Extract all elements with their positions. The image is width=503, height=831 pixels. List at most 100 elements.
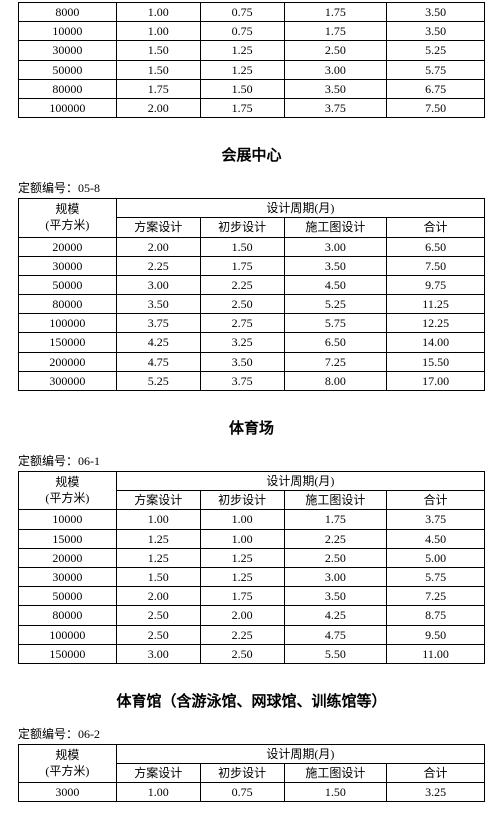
table-cell: 20000: [19, 548, 117, 567]
table-cell: 8000: [19, 3, 117, 22]
table-row: 1000003.752.755.7512.25: [19, 314, 485, 333]
table-row: 800002.502.004.258.75: [19, 606, 485, 625]
table-cell: 14.00: [387, 333, 485, 352]
table-cell: 4.75: [284, 625, 387, 644]
table-cell: 1.50: [200, 79, 284, 98]
table-cell: 30000: [19, 567, 117, 586]
header-col-a: 方案设计: [116, 218, 200, 237]
table-cell: 1.00: [200, 529, 284, 548]
table-cell: 3.00: [284, 60, 387, 79]
table-row: 30001.000.751.503.25: [19, 783, 485, 802]
table-cell: 6.75: [387, 79, 485, 98]
table-cell: 100000: [19, 98, 117, 117]
table-cell: 5.75: [387, 567, 485, 586]
table-cell: 7.25: [387, 587, 485, 606]
top-fragment-table: 80001.000.751.753.50100001.000.751.753.5…: [18, 2, 485, 118]
table-cell: 1.00: [116, 22, 200, 41]
table-cell: 4.25: [284, 606, 387, 625]
header-period: 设计周期(月): [116, 472, 484, 491]
table-cell: 150000: [19, 644, 117, 663]
table-cell: 1.75: [284, 22, 387, 41]
table-cell: 4.50: [387, 529, 485, 548]
quota-label: 定额编号：06-2: [18, 725, 485, 742]
header-col-d: 合计: [387, 764, 485, 783]
table-row: 800003.502.505.2511.25: [19, 295, 485, 314]
table-cell: 1.75: [200, 98, 284, 117]
table-row: 800001.751.503.506.75: [19, 79, 485, 98]
table-row: 150001.251.002.254.50: [19, 529, 485, 548]
section-title: 体育馆（含游泳馆、网球馆、训练馆等）: [18, 690, 485, 711]
table-row: 300001.501.253.005.75: [19, 567, 485, 586]
table-cell: 2.50: [200, 644, 284, 663]
table-cell: 80000: [19, 606, 117, 625]
table-cell: 12.25: [387, 314, 485, 333]
table-cell: 8.00: [284, 371, 387, 390]
table-cell: 20000: [19, 237, 117, 256]
table-cell: 10000: [19, 22, 117, 41]
table-cell: 2.50: [116, 606, 200, 625]
table-cell: 5.00: [387, 548, 485, 567]
table-row: 200002.001.503.006.50: [19, 237, 485, 256]
table-cell: 9.50: [387, 625, 485, 644]
table-cell: 3.25: [387, 783, 485, 802]
table-cell: 3.00: [284, 567, 387, 586]
table-cell: 100000: [19, 625, 117, 644]
table-cell: 1.50: [116, 41, 200, 60]
table-row: 1000002.001.753.757.50: [19, 98, 485, 117]
table-row: 100001.001.001.753.75: [19, 510, 485, 529]
table-cell: 2.25: [116, 256, 200, 275]
table-cell: 5.25: [116, 371, 200, 390]
table-cell: 1.00: [116, 3, 200, 22]
table-cell: 7.50: [387, 256, 485, 275]
table-cell: 2.75: [200, 314, 284, 333]
table-cell: 15000: [19, 529, 117, 548]
quota-label: 定额编号：06-1: [18, 452, 485, 469]
table-row: 200001.251.252.505.00: [19, 548, 485, 567]
table-cell: 2.50: [284, 548, 387, 567]
table-cell: 0.75: [200, 783, 284, 802]
table-cell: 5.25: [284, 295, 387, 314]
table-row: 100001.000.751.753.50: [19, 22, 485, 41]
table-cell: 5.25: [387, 41, 485, 60]
table-cell: 3.50: [387, 22, 485, 41]
table-cell: 1.50: [116, 567, 200, 586]
table-cell: 1.00: [116, 783, 200, 802]
table-cell: 30000: [19, 256, 117, 275]
table-cell: 2.25: [200, 625, 284, 644]
header-col-b: 初步设计: [200, 218, 284, 237]
header-col-c: 施工图设计: [284, 218, 387, 237]
table-cell: 2.50: [200, 295, 284, 314]
table-cell: 100000: [19, 314, 117, 333]
table-cell: 2.00: [200, 606, 284, 625]
table-cell: 3.50: [284, 256, 387, 275]
table-row: 80001.000.751.753.50: [19, 3, 485, 22]
table-cell: 7.25: [284, 352, 387, 371]
table-cell: 3.50: [284, 587, 387, 606]
table-cell: 1.25: [200, 548, 284, 567]
table-cell: 2.25: [284, 529, 387, 548]
header-col-d: 合计: [387, 218, 485, 237]
table-cell: 80000: [19, 295, 117, 314]
table-cell: 5.75: [387, 60, 485, 79]
table-cell: 4.50: [284, 275, 387, 294]
table-cell: 1.00: [200, 510, 284, 529]
table-cell: 1.25: [200, 567, 284, 586]
header-scale: 规模(平方米): [19, 744, 117, 782]
data-table: 规模(平方米) 设计周期(月) 方案设计 初步设计 施工图设计 合计 30001…: [18, 744, 485, 803]
table-cell: 17.00: [387, 371, 485, 390]
table-cell: 1.75: [116, 79, 200, 98]
table-cell: 7.50: [387, 98, 485, 117]
table-cell: 3.00: [284, 237, 387, 256]
table-cell: 3.50: [284, 79, 387, 98]
table-cell: 3.75: [387, 510, 485, 529]
table-row: 2000004.753.507.2515.50: [19, 352, 485, 371]
table-cell: 5.75: [284, 314, 387, 333]
table-cell: 3.00: [116, 644, 200, 663]
table-cell: 1.25: [116, 548, 200, 567]
table-cell: 1.00: [116, 510, 200, 529]
header-period: 设计周期(月): [116, 199, 484, 218]
table-cell: 1.25: [200, 60, 284, 79]
table-row: 500002.001.753.507.25: [19, 587, 485, 606]
table-row: 300001.501.252.505.25: [19, 41, 485, 60]
table-row: 1000002.502.254.759.50: [19, 625, 485, 644]
